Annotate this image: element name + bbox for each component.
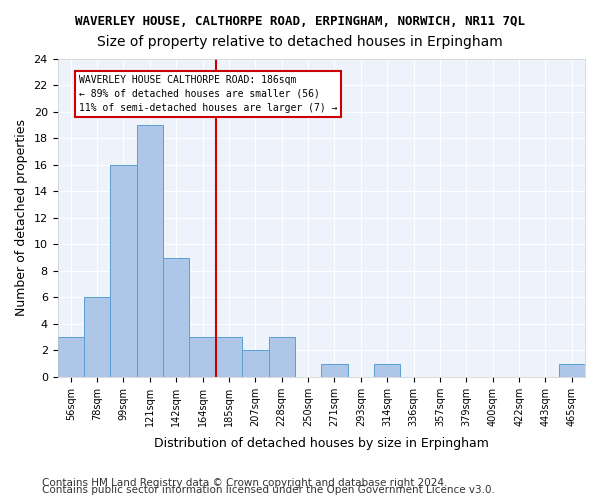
- Bar: [242, 350, 269, 377]
- Bar: [216, 337, 242, 377]
- Text: Size of property relative to detached houses in Erpingham: Size of property relative to detached ho…: [97, 35, 503, 49]
- Bar: [321, 364, 347, 377]
- Bar: [269, 337, 295, 377]
- Bar: [190, 337, 216, 377]
- Text: Contains HM Land Registry data © Crown copyright and database right 2024.: Contains HM Land Registry data © Crown c…: [42, 478, 448, 488]
- Bar: [163, 258, 190, 377]
- Bar: [58, 337, 84, 377]
- Bar: [84, 298, 110, 377]
- Bar: [374, 364, 400, 377]
- Text: WAVERLEY HOUSE, CALTHORPE ROAD, ERPINGHAM, NORWICH, NR11 7QL: WAVERLEY HOUSE, CALTHORPE ROAD, ERPINGHA…: [75, 15, 525, 28]
- Bar: [559, 364, 585, 377]
- Text: WAVERLEY HOUSE CALTHORPE ROAD: 186sqm
← 89% of detached houses are smaller (56)
: WAVERLEY HOUSE CALTHORPE ROAD: 186sqm ← …: [79, 75, 337, 113]
- Bar: [110, 165, 137, 377]
- Bar: [137, 125, 163, 377]
- X-axis label: Distribution of detached houses by size in Erpingham: Distribution of detached houses by size …: [154, 437, 489, 450]
- Y-axis label: Number of detached properties: Number of detached properties: [15, 120, 28, 316]
- Text: Contains public sector information licensed under the Open Government Licence v3: Contains public sector information licen…: [42, 485, 495, 495]
